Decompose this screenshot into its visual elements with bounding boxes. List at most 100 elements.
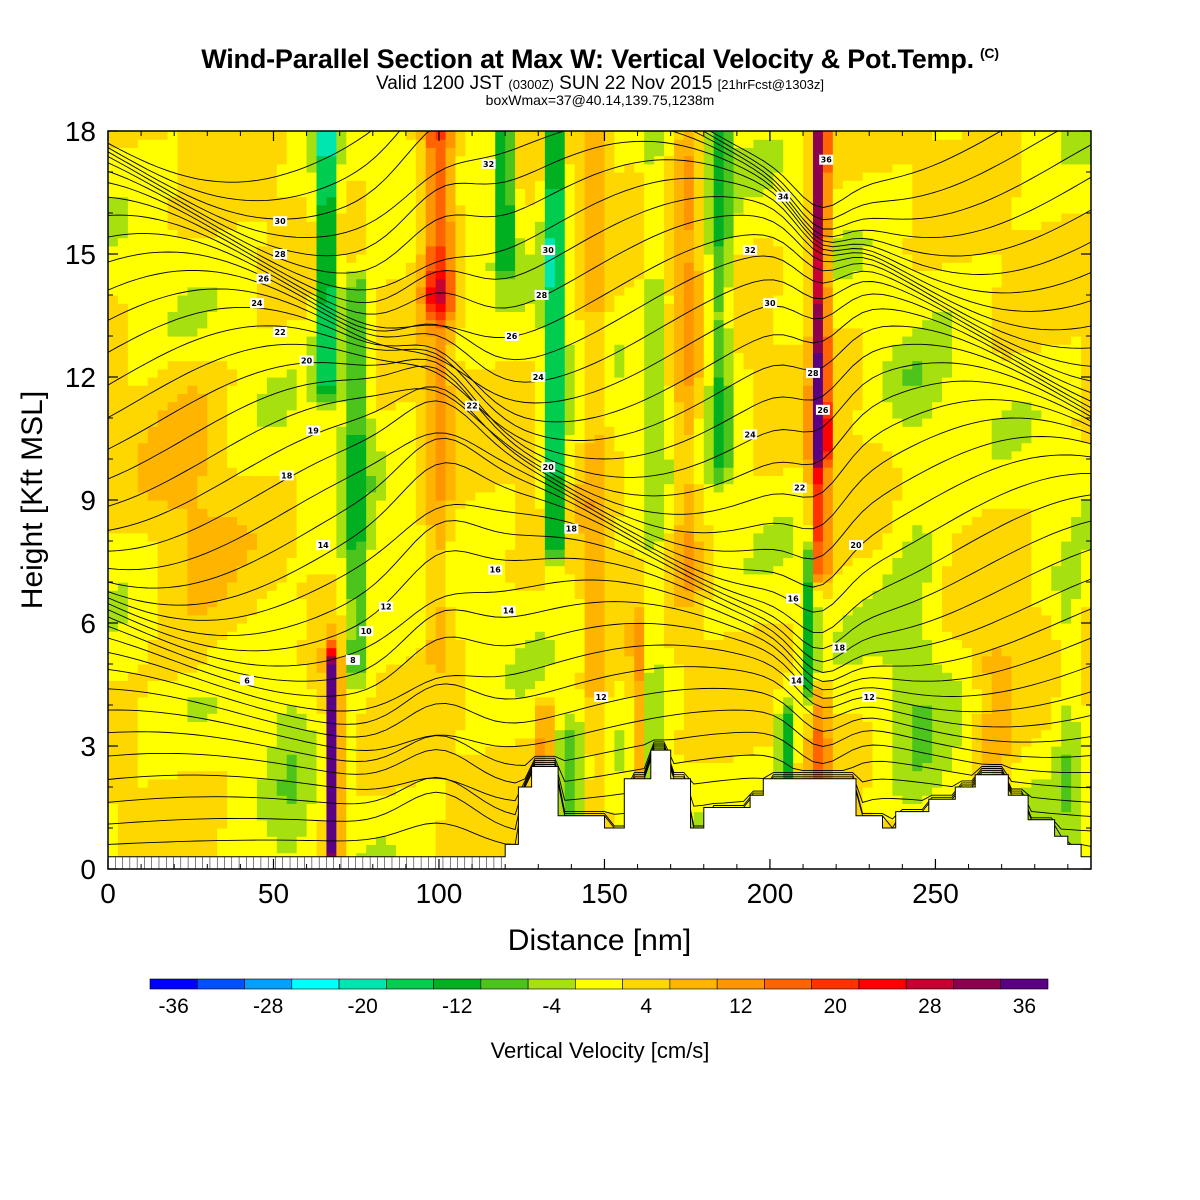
field-cell (386, 590, 397, 599)
field-cell (247, 336, 258, 345)
field-cell (574, 590, 586, 599)
field-cell (127, 467, 139, 476)
field-cell (256, 828, 268, 837)
field-cell (584, 303, 596, 312)
field-cell (167, 721, 179, 731)
field-cell (117, 606, 129, 616)
field-cell (604, 623, 615, 632)
field-cell (217, 254, 228, 263)
field-cell (177, 762, 189, 772)
field-cell (286, 754, 298, 763)
field-cell (346, 787, 357, 796)
field-cell (217, 655, 228, 665)
field-cell (316, 598, 328, 608)
field-cell (217, 163, 228, 173)
field-cell (356, 188, 367, 198)
field-cell (127, 385, 139, 394)
field-cell (574, 467, 586, 476)
field-cell (614, 721, 625, 731)
field-cell (127, 377, 139, 386)
field-cell (584, 655, 596, 665)
field-cell (256, 754, 268, 763)
field-cell (515, 467, 526, 476)
field-cell (296, 221, 308, 230)
field-cell (266, 163, 278, 173)
field-cell (495, 434, 506, 444)
field-cell (197, 508, 208, 517)
field-cell (554, 442, 566, 452)
field-cell (227, 819, 238, 829)
field-cell (505, 541, 516, 550)
field-cell (187, 229, 198, 239)
field-cell (326, 213, 337, 222)
field-cell (594, 221, 606, 230)
field-cell (614, 327, 625, 337)
field-cell (137, 262, 149, 271)
field-cell (445, 278, 457, 288)
field-cell (376, 278, 387, 288)
field-cell (465, 729, 476, 739)
field-cell (167, 155, 179, 165)
field-cell (505, 163, 516, 173)
field-cell (217, 532, 228, 542)
field-cell (604, 163, 615, 173)
field-cell (167, 262, 179, 271)
field-cell (455, 606, 467, 616)
field-cell (167, 762, 179, 772)
field-cell (336, 377, 347, 386)
field-cell (256, 475, 268, 485)
field-cell (465, 664, 476, 673)
field-cell (415, 278, 427, 288)
field-cell (256, 163, 268, 173)
field-cell (356, 196, 367, 206)
field-cell (584, 188, 596, 198)
field-cell (485, 196, 496, 206)
field-cell (326, 491, 337, 501)
field-cell (137, 516, 149, 526)
field-cell (346, 139, 357, 148)
field-cell (475, 541, 486, 550)
field-cell (207, 491, 218, 501)
field-cell (554, 213, 566, 222)
field-cell (425, 352, 437, 362)
field-cell (495, 582, 506, 591)
field-cell (296, 696, 308, 706)
field-cell (237, 516, 248, 526)
field-cell (316, 459, 328, 468)
field-cell (346, 819, 357, 829)
field-cell (634, 631, 645, 640)
field-cell (117, 344, 129, 353)
field-cell (634, 590, 645, 599)
field-cell (336, 467, 347, 476)
field-cell (435, 147, 447, 157)
field-cell (256, 713, 268, 722)
field-cell (435, 524, 447, 534)
field-cell (217, 401, 228, 411)
field-cell (247, 836, 258, 845)
field-cell (177, 336, 189, 345)
field-cell (157, 295, 169, 304)
field-cell (634, 565, 645, 575)
field-cell (534, 541, 546, 550)
field-cell (395, 696, 407, 706)
field-cell (127, 303, 139, 312)
field-cell (306, 221, 318, 230)
field-cell (515, 754, 526, 763)
field-cell (624, 352, 635, 362)
field-cell (108, 401, 119, 411)
field-cell (594, 139, 606, 148)
field-cell (197, 393, 208, 403)
field-cell (376, 614, 387, 624)
field-cell (256, 737, 268, 747)
field-cell (386, 483, 397, 493)
field-cell (346, 360, 357, 370)
field-cell (316, 147, 328, 157)
field-cell (266, 836, 278, 845)
field-cell (435, 385, 447, 394)
field-cell (544, 204, 556, 214)
field-cell (247, 778, 258, 788)
field-cell (485, 549, 496, 558)
field-cell (475, 483, 486, 493)
field-cell (187, 541, 198, 550)
field-cell (485, 442, 496, 452)
